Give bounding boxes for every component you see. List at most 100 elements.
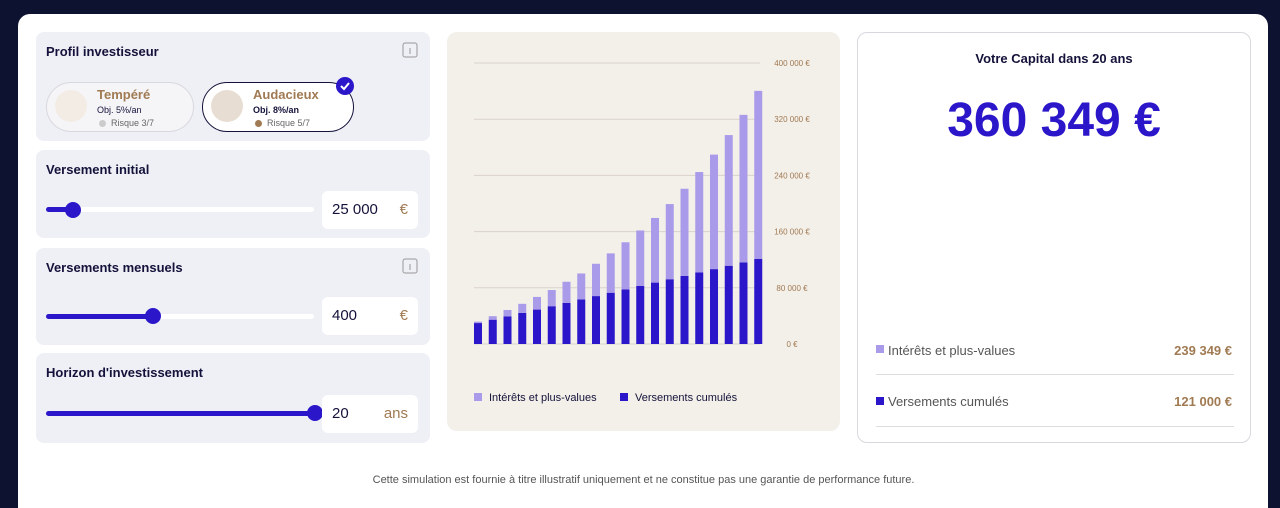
- slider-fill: [46, 207, 74, 212]
- bar: [739, 262, 748, 344]
- input[interactable]: 20 ans: [322, 395, 418, 433]
- option-name: Tempéré: [97, 87, 151, 102]
- bar: [710, 269, 718, 344]
- bar: [651, 217, 659, 283]
- input-unit: €: [399, 307, 408, 324]
- option-risk: Risque 3/7: [111, 118, 155, 128]
- y-tick-label: 320 000 €: [774, 115, 810, 124]
- summary-value: 239 349 €: [1174, 343, 1232, 358]
- summary-label: Intérêts et plus-values: [888, 343, 1016, 358]
- input[interactable]: 400 €: [322, 297, 418, 335]
- option-risk: Risque 5/7: [267, 118, 311, 128]
- bar: [695, 172, 704, 273]
- field-label: Versements mensuels: [46, 260, 183, 275]
- legend-swatch: [620, 393, 628, 401]
- y-tick-label: 0 €: [786, 340, 798, 349]
- bar: [562, 302, 571, 344]
- bar: [547, 306, 556, 344]
- summary-label: Versements cumulés: [888, 394, 1009, 409]
- input[interactable]: 25 000 €: [322, 191, 418, 229]
- option-objective: Obj. 8%/an: [253, 105, 300, 115]
- slider-fill: [46, 411, 314, 416]
- bar: [651, 282, 659, 344]
- divider: [876, 374, 1234, 375]
- bar: [592, 296, 600, 344]
- disclaimer: Cette simulation est fournie à titre ill…: [372, 474, 915, 486]
- bar: [533, 309, 541, 344]
- icon: [211, 90, 243, 122]
- horizon-panel: Horizon d'investissement 20 ans: [36, 353, 430, 443]
- input-value: 400: [332, 307, 358, 324]
- profile-title: Profil investisseur: [46, 44, 159, 59]
- bar: [636, 230, 645, 286]
- slider-knob[interactable]: [65, 202, 81, 218]
- input-unit: ans: [383, 405, 408, 422]
- bar: [503, 316, 512, 344]
- bar: [724, 265, 733, 344]
- option-name: Audacieux: [253, 87, 319, 102]
- legend-swatch: [876, 397, 884, 405]
- bar: [695, 272, 704, 344]
- bar: [754, 258, 763, 344]
- slider-track[interactable]: [46, 314, 314, 319]
- bar: [474, 321, 482, 324]
- profile-option[interactable]: Tempéré Obj. 5%/an Risque 3/7: [46, 82, 194, 132]
- bar: [680, 188, 689, 276]
- input-value: 25 000: [332, 201, 378, 218]
- slider-track[interactable]: [46, 207, 314, 212]
- bar: [754, 90, 763, 259]
- bar: [621, 242, 630, 290]
- bar: [474, 323, 482, 344]
- bar: [606, 253, 615, 293]
- input-value: 20: [332, 405, 349, 422]
- bar: [606, 292, 615, 344]
- legend-label: Versements cumulés: [635, 392, 738, 404]
- bar: [488, 316, 497, 320]
- bar: [562, 281, 571, 303]
- y-tick-label: 240 000 €: [774, 171, 810, 180]
- option-objective: Obj. 5%/an: [97, 105, 142, 115]
- risk-dot: [99, 120, 106, 127]
- slider-knob[interactable]: [145, 308, 161, 324]
- bar: [592, 263, 600, 297]
- bar: [547, 290, 556, 307]
- bar: [739, 114, 748, 263]
- legend-label: Intérêts et plus-values: [489, 392, 597, 404]
- input-unit: €: [399, 201, 408, 218]
- bar: [636, 285, 645, 344]
- info-icon[interactable]: [402, 42, 418, 58]
- check-badge: [336, 77, 354, 95]
- chart: 0 € 80 000 € 160 000 € 240 000 € 320 000 € 40…: [447, 32, 840, 431]
- bar: [533, 296, 541, 310]
- summary-title: Votre Capital dans 20 ans: [975, 51, 1133, 66]
- bar: [488, 319, 497, 344]
- bar: [665, 204, 674, 280]
- y-tick-label: 400 000 €: [774, 59, 810, 68]
- field-label: Horizon d'investissement: [46, 365, 203, 380]
- monthly-panel: Versements mensuels 400 €: [36, 248, 430, 345]
- bar: [710, 154, 718, 270]
- slider-knob[interactable]: [307, 405, 323, 421]
- field-label: Versement initial: [46, 162, 150, 177]
- bar: [621, 289, 630, 344]
- bar: [503, 309, 512, 317]
- summary-total: 360 349 €: [947, 94, 1161, 147]
- risk-dot: [255, 120, 262, 127]
- summary-value: 121 000 €: [1174, 394, 1232, 409]
- divider: [876, 426, 1234, 427]
- bar: [518, 312, 527, 344]
- bar: [680, 275, 689, 344]
- slider-fill: [46, 314, 154, 319]
- bar: [577, 299, 586, 344]
- bar: [518, 303, 527, 313]
- legend-swatch: [876, 345, 884, 353]
- legend-swatch: [474, 393, 482, 401]
- bar: [724, 135, 733, 266]
- bar: [665, 279, 674, 344]
- summary-card: Votre Capital dans 20 ans 360 349 € Inté…: [857, 32, 1251, 443]
- initial-panel: Versement initial 25 000 €: [36, 150, 430, 238]
- info-icon[interactable]: [402, 258, 418, 274]
- profile-option[interactable]: Audacieux Obj. 8%/an Risque 5/7: [202, 82, 354, 132]
- icon: [55, 90, 87, 122]
